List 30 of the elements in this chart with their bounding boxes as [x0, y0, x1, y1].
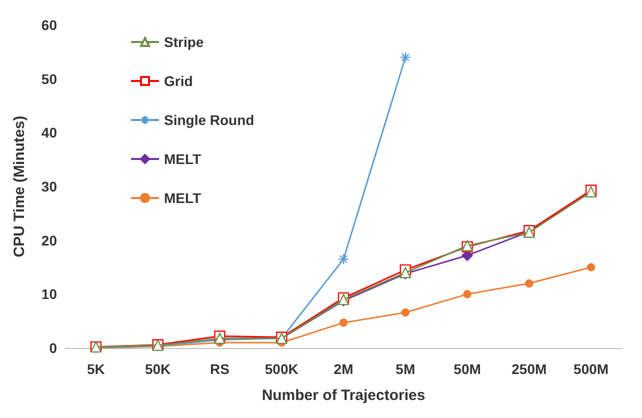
x-axis-title: Number of Trajectories — [262, 387, 426, 404]
x-tick-label: 500K — [264, 361, 298, 377]
x-tick-label: 500M — [574, 361, 609, 377]
x-tick-label: 50K — [144, 361, 171, 377]
x-tick-label: 2M — [334, 361, 354, 377]
y-tick-label: 30 — [41, 178, 58, 194]
y-tick-label: 60 — [41, 17, 58, 33]
legend-label: Grid — [164, 73, 193, 89]
point — [400, 52, 411, 63]
x-tick-label: 5M — [396, 361, 416, 377]
y-tick-label: 40 — [41, 124, 58, 141]
point — [338, 254, 350, 265]
x-tick-label: RS — [210, 361, 230, 377]
y-tick-label: 10 — [41, 286, 58, 302]
y-tick-label: 20 — [41, 232, 58, 248]
legend-label: Stripe — [164, 34, 204, 50]
point — [525, 279, 534, 288]
x-tick-label: 50M — [454, 361, 481, 377]
x-tick-label: 250M — [512, 361, 547, 377]
x-tick-label: 5K — [86, 361, 105, 377]
legend-label: Single Round — [164, 112, 254, 128]
point — [339, 318, 348, 327]
y-tick-label: 0 — [49, 340, 58, 356]
y-tick-label: 50 — [41, 70, 58, 87]
point — [401, 308, 410, 317]
y-axis-title: CPU Time (Minutes) — [11, 116, 28, 258]
point — [586, 263, 596, 272]
legend-label: MELT — [164, 151, 202, 167]
legend-label: MELT — [164, 190, 202, 206]
point — [463, 290, 472, 298]
